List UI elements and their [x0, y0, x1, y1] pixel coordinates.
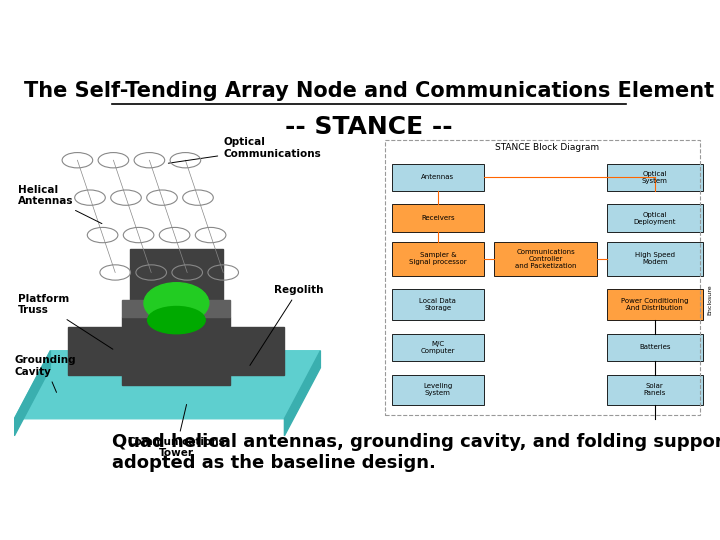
FancyBboxPatch shape	[392, 242, 485, 276]
Text: Quad helical antennas, grounding cavity, and folding support truss: Quad helical antennas, grounding cavity,…	[112, 433, 720, 451]
Text: Communications
Tower: Communications Tower	[127, 404, 225, 458]
Ellipse shape	[148, 307, 205, 334]
Text: Helical
Antennas: Helical Antennas	[18, 185, 102, 224]
Polygon shape	[212, 327, 284, 375]
FancyBboxPatch shape	[607, 375, 703, 405]
Text: -- STANCE --: -- STANCE --	[285, 114, 453, 139]
Polygon shape	[14, 351, 320, 419]
FancyBboxPatch shape	[607, 205, 703, 232]
FancyBboxPatch shape	[392, 375, 485, 405]
Text: Receivers: Receivers	[421, 215, 455, 221]
Text: Optical
Deployment: Optical Deployment	[634, 212, 676, 225]
Text: High Speed
Modem: High Speed Modem	[635, 252, 675, 265]
Polygon shape	[122, 316, 230, 384]
FancyBboxPatch shape	[392, 334, 485, 361]
FancyBboxPatch shape	[392, 164, 485, 191]
FancyBboxPatch shape	[392, 289, 485, 320]
Text: Communications
Controller
and Packetization: Communications Controller and Packetizat…	[515, 249, 576, 269]
Text: Power Conditioning
And Distribution: Power Conditioning And Distribution	[621, 298, 688, 311]
Text: Sampler &
Signal processor: Sampler & Signal processor	[409, 252, 467, 265]
Text: Enclosure: Enclosure	[708, 285, 713, 315]
Text: M/C
Computer: M/C Computer	[420, 341, 455, 354]
Text: Batteries: Batteries	[639, 345, 670, 350]
Ellipse shape	[144, 283, 209, 323]
Text: Regolith: Regolith	[250, 285, 323, 366]
Text: Platform
Truss: Platform Truss	[18, 294, 113, 349]
Polygon shape	[130, 248, 223, 316]
Polygon shape	[14, 351, 50, 436]
Polygon shape	[284, 351, 320, 436]
Text: Solar
Panels: Solar Panels	[644, 383, 666, 396]
FancyBboxPatch shape	[607, 242, 703, 276]
FancyBboxPatch shape	[607, 334, 703, 361]
Polygon shape	[68, 327, 140, 375]
Text: Antennas: Antennas	[421, 174, 454, 180]
Text: Local Data
Storage: Local Data Storage	[420, 298, 456, 311]
Text: The Self-Tending Array Node and Communications Element: The Self-Tending Array Node and Communic…	[24, 82, 714, 102]
Text: Leveling
System: Leveling System	[423, 383, 453, 396]
Text: Grounding
Cavity: Grounding Cavity	[14, 355, 76, 393]
FancyBboxPatch shape	[607, 164, 703, 191]
Text: STANCE Block Diagram: STANCE Block Diagram	[495, 143, 599, 152]
Text: Optical
Communications: Optical Communications	[168, 137, 321, 163]
Text: Optical
System: Optical System	[642, 171, 667, 184]
FancyBboxPatch shape	[494, 242, 597, 276]
FancyBboxPatch shape	[392, 205, 485, 232]
Polygon shape	[122, 300, 230, 316]
Text: adopted as the baseline design.: adopted as the baseline design.	[112, 454, 436, 471]
FancyBboxPatch shape	[607, 289, 703, 320]
